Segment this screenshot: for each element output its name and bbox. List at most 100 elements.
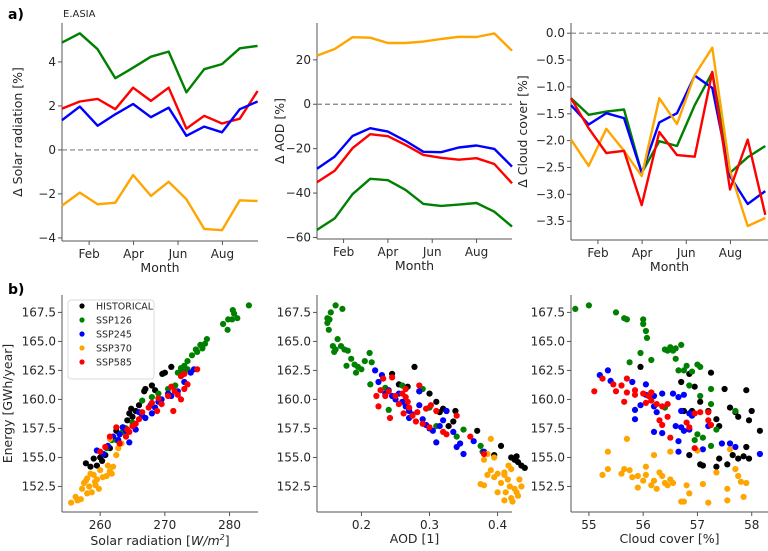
scatter-point-ssp126	[691, 437, 698, 444]
y-tick-label: −4	[38, 231, 56, 245]
scatter-series-ssp126	[324, 302, 486, 455]
panel-a2-aod-change: −60 −40 −20 0 20 Feb Apr Jun Aug Month Δ AOD [%]	[272, 23, 513, 273]
scatter-point-ssp585	[377, 387, 384, 394]
scatter-point-ssp585	[653, 401, 660, 408]
scatter-series-ssp370	[68, 435, 125, 506]
scatter-point-ssp245	[148, 410, 155, 417]
scatter-point-historical	[726, 404, 734, 411]
scatter-point-ssp126	[672, 345, 679, 352]
scatter-point-ssp126	[155, 390, 162, 397]
scatter-point-ssp245	[631, 406, 639, 413]
scatter-point-ssp245	[637, 402, 644, 409]
y-tick-label: 2	[48, 99, 56, 113]
x-axis-label: Month	[395, 258, 434, 273]
scatter-point-ssp585	[174, 391, 181, 398]
scatter-point-ssp126	[326, 316, 333, 323]
scatter-point-ssp126	[640, 320, 647, 328]
x-axis-label: AOD [1]	[390, 531, 439, 546]
scatter-point-ssp370	[659, 472, 666, 480]
scatter-point-ssp370	[686, 490, 693, 497]
scatter-point-ssp585	[667, 434, 674, 441]
scatter-point-ssp370	[669, 479, 677, 487]
scatter-point-ssp126	[683, 362, 690, 369]
scatter-point-ssp126	[234, 315, 241, 322]
scatter-point-ssp585	[691, 410, 698, 417]
scatter-point-ssp370	[497, 479, 505, 487]
y-tick-label: 160.0	[277, 392, 311, 406]
scatter-point-ssp245	[460, 450, 467, 458]
scatter-point-historical	[686, 452, 693, 459]
scatter-point-ssp585	[389, 374, 396, 381]
x-tick-label: Jun	[422, 245, 442, 259]
series-line-ssp585	[569, 70, 767, 216]
scatter-point-ssp370	[516, 476, 523, 483]
legend-marker-ssp585	[79, 359, 85, 365]
scatter-point-ssp370	[508, 466, 515, 473]
scatter-point-ssp245	[659, 430, 666, 437]
y-tick-label: 162.5	[22, 363, 56, 377]
y-tick-label: 165.0	[22, 334, 56, 348]
x-tick-label: Apr	[123, 247, 144, 261]
scatter-point-historical	[433, 398, 440, 405]
scatter-point-ssp245	[433, 439, 440, 446]
scatter-point-ssp585	[623, 389, 631, 396]
scatter-point-ssp245	[443, 407, 450, 415]
scatter-point-ssp370	[664, 482, 671, 489]
scatter-point-historical	[135, 402, 143, 409]
scatter-point-ssp370	[506, 483, 513, 490]
y-tick-label: 167.5	[22, 305, 56, 319]
scatter-point-historical	[93, 462, 100, 469]
scatter-point-ssp585	[427, 402, 434, 409]
legend-entry-ssp245: SSP245	[79, 330, 132, 341]
scatter-point-ssp585	[412, 418, 419, 425]
scatter-point-ssp370	[509, 498, 516, 505]
scatter-point-ssp245	[718, 440, 726, 447]
scatter-series-ssp585	[97, 366, 201, 455]
scatter-point-ssp370	[737, 478, 745, 485]
x-tick-label: 270	[153, 518, 176, 532]
scatter-point-ssp585	[664, 413, 671, 420]
scatter-point-ssp370	[87, 470, 94, 477]
scatter-point-ssp126	[680, 367, 688, 374]
scatter-point-ssp585	[404, 398, 411, 405]
scatter-point-ssp585	[373, 392, 380, 400]
series-line-ssp370	[570, 46, 766, 228]
legend-marker-ssp370	[79, 345, 85, 351]
scatter-point-ssp585	[170, 407, 177, 415]
y-tick-label: −2.5	[536, 160, 565, 174]
scatter-point-ssp370	[623, 435, 631, 442]
scatter-point-historical	[724, 461, 731, 468]
scatter-point-ssp585	[409, 412, 416, 419]
scatter-point-historical	[678, 378, 685, 386]
y-tick-label: 155.0	[531, 450, 565, 464]
scatter-point-historical	[697, 398, 704, 405]
scatter-point-ssp126	[697, 392, 704, 400]
scatter-point-historical	[756, 427, 764, 434]
panel-b2-energy-vs-aod: 152.5 155.0 157.5 160.0 162.5 165.0 167.5 0.2 0.…	[277, 295, 528, 546]
y-tick-label: 155.0	[22, 450, 56, 464]
scatter-point-historical	[142, 385, 149, 393]
scatter-point-ssp585	[177, 396, 185, 403]
x-tick-label: 58	[744, 518, 759, 532]
y-tick-label: 162.5	[277, 363, 311, 377]
scatter-point-ssp245	[653, 409, 660, 416]
scatter-point-ssp370	[115, 445, 122, 452]
scatter-point-ssp370	[480, 456, 488, 463]
scatter-point-ssp370	[504, 476, 511, 483]
y-tick-label: −3.5	[536, 214, 565, 228]
x-tick-label: 280	[218, 518, 241, 532]
series-line-ssp370	[61, 173, 258, 232]
scatter-point-ssp245	[450, 428, 457, 435]
scatter-point-ssp126	[339, 305, 346, 312]
y-axis-label: Δ Cloud cover [%]	[515, 75, 530, 188]
scatter-point-ssp585	[181, 370, 188, 377]
scatter-point-historical	[743, 387, 750, 394]
scatter-point-ssp585	[591, 388, 598, 395]
scatter-point-ssp370	[480, 482, 488, 489]
scatter-point-ssp585	[705, 417, 712, 424]
scatter-point-ssp370	[77, 496, 84, 503]
scatter-point-ssp370	[724, 485, 731, 492]
scatter-point-historical	[168, 363, 175, 370]
y-axis-label: Δ AOD [%]	[272, 98, 287, 164]
